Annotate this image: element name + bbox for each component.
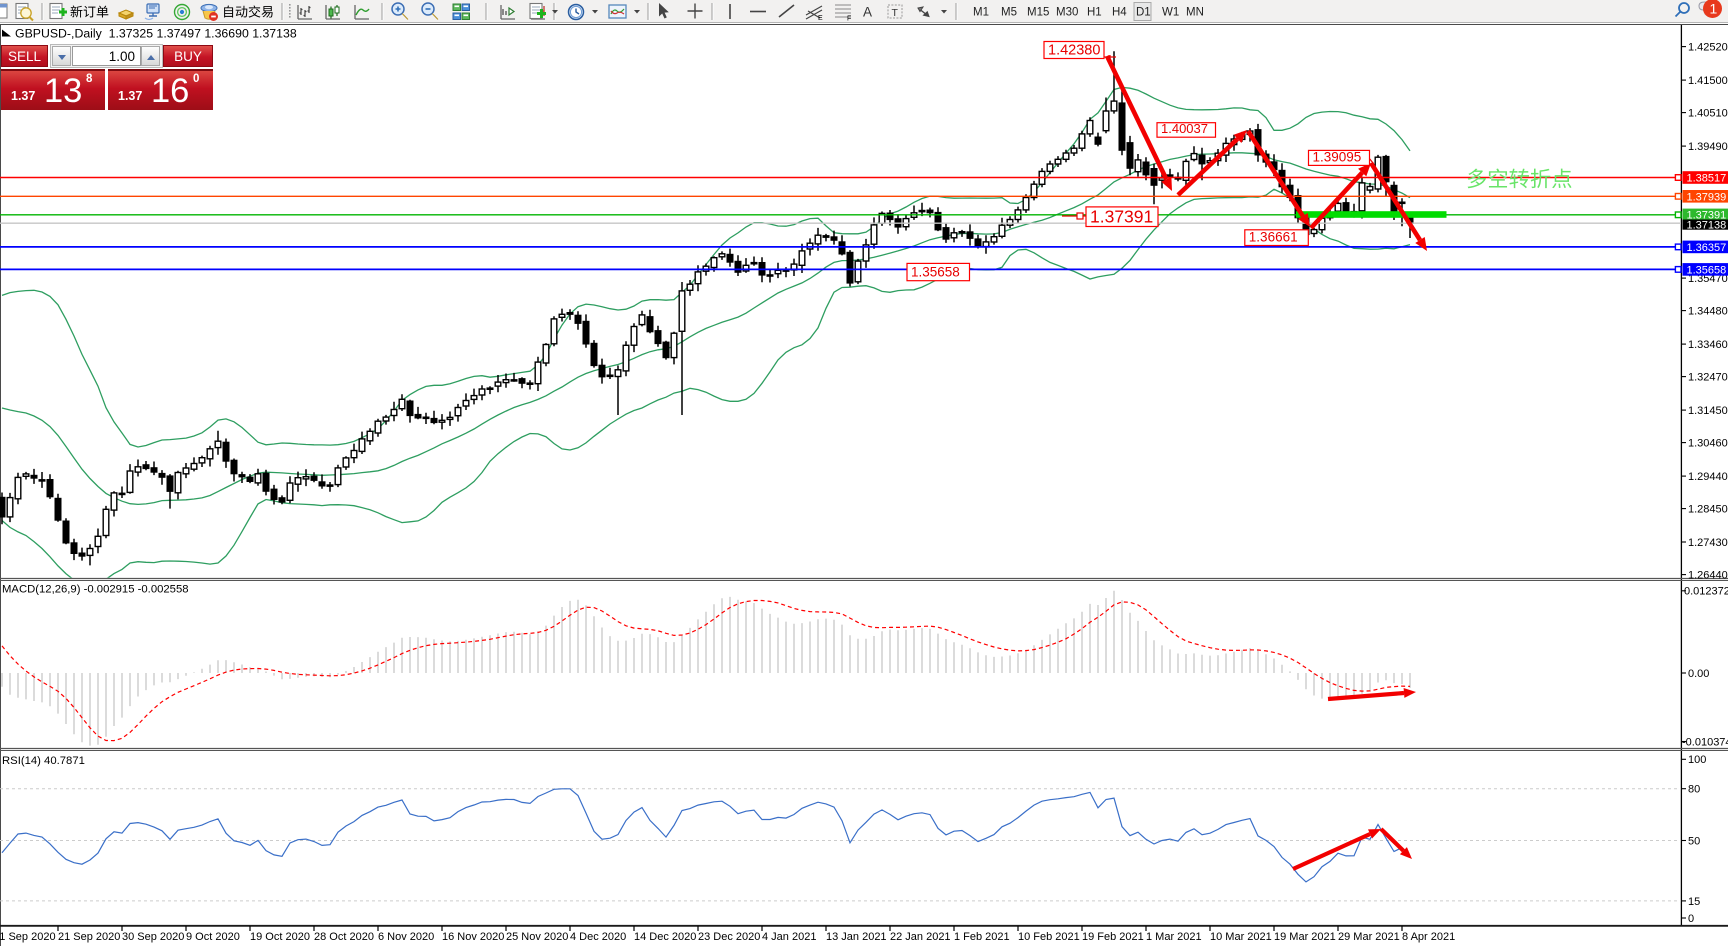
svg-text:16 Nov 2020: 16 Nov 2020 xyxy=(442,931,504,943)
svg-text:0: 0 xyxy=(1688,913,1694,925)
svg-text:6 Nov 2020: 6 Nov 2020 xyxy=(378,931,434,943)
svg-text:1 Mar 2021: 1 Mar 2021 xyxy=(1146,931,1202,943)
svg-text:1.28450: 1.28450 xyxy=(1688,504,1728,516)
svg-text:28 Oct 2020: 28 Oct 2020 xyxy=(314,931,374,943)
svg-text:1.29440: 1.29440 xyxy=(1688,471,1728,483)
svg-text:4 Jan 2021: 4 Jan 2021 xyxy=(762,931,816,943)
svg-text:23 Dec 2020: 23 Dec 2020 xyxy=(698,931,760,943)
svg-text:1.42520: 1.42520 xyxy=(1688,42,1728,54)
svg-text:W1: W1 xyxy=(1162,7,1179,19)
svg-text:25 Nov 2020: 25 Nov 2020 xyxy=(506,931,568,943)
svg-text:1.37939: 1.37939 xyxy=(1687,191,1727,203)
svg-text:19 Oct 2020: 19 Oct 2020 xyxy=(250,931,310,943)
svg-text:100: 100 xyxy=(1688,754,1706,766)
svg-text:1.39490: 1.39490 xyxy=(1688,141,1728,153)
svg-text:D1: D1 xyxy=(1136,7,1151,19)
svg-text:1.39095: 1.39095 xyxy=(1313,149,1362,164)
svg-text:1.38517: 1.38517 xyxy=(1687,173,1727,185)
svg-text:1.34480: 1.34480 xyxy=(1688,306,1728,318)
svg-text:M1: M1 xyxy=(973,7,989,19)
svg-text:MN: MN xyxy=(1186,7,1204,19)
svg-text:1.37391: 1.37391 xyxy=(1687,209,1727,221)
svg-text:M15: M15 xyxy=(1027,7,1049,19)
svg-text:80: 80 xyxy=(1688,784,1700,796)
svg-text:4 Dec 2020: 4 Dec 2020 xyxy=(570,931,626,943)
svg-text:GBPUSD-,Daily 1.37325 1.37497: GBPUSD-,Daily 1.37325 1.37497 1.36690 1.… xyxy=(15,27,297,41)
svg-text:14 Dec 2020: 14 Dec 2020 xyxy=(634,931,696,943)
svg-text:1.33460: 1.33460 xyxy=(1688,339,1728,351)
svg-text:15: 15 xyxy=(1688,896,1700,908)
svg-text:1.35470: 1.35470 xyxy=(1688,273,1728,285)
svg-text:22 Jan 2021: 22 Jan 2021 xyxy=(890,931,951,943)
svg-text:1.30460: 1.30460 xyxy=(1688,438,1728,450)
svg-text:-0.010374: -0.010374 xyxy=(1682,736,1728,748)
svg-text:1.37138: 1.37138 xyxy=(1687,220,1727,232)
svg-text:19 Mar 2021: 19 Mar 2021 xyxy=(1274,931,1336,943)
svg-text:1.26440: 1.26440 xyxy=(1688,570,1728,582)
svg-text:0.012372: 0.012372 xyxy=(1684,586,1728,598)
svg-text:T: T xyxy=(892,7,899,19)
svg-text:1.37391: 1.37391 xyxy=(1090,207,1153,227)
svg-text:11 Sep 2020: 11 Sep 2020 xyxy=(0,931,56,943)
svg-text:M30: M30 xyxy=(1056,7,1078,19)
svg-text:A: A xyxy=(863,5,872,20)
svg-text:1: 1 xyxy=(1710,1,1718,17)
svg-text:1.40037: 1.40037 xyxy=(1161,121,1208,136)
svg-text:RSI(14) 40.7871: RSI(14) 40.7871 xyxy=(2,755,85,767)
svg-text:MACD(12,26,9) -0.002915 -0.002: MACD(12,26,9) -0.002915 -0.002558 xyxy=(2,584,189,596)
svg-text:M5: M5 xyxy=(1001,7,1017,19)
svg-text:F: F xyxy=(847,16,851,23)
svg-text:29 Mar 2021: 29 Mar 2021 xyxy=(1338,931,1400,943)
svg-text:1.36357: 1.36357 xyxy=(1687,242,1727,254)
svg-text:1.42380: 1.42380 xyxy=(1048,43,1100,59)
svg-text:8 Apr 2021: 8 Apr 2021 xyxy=(1402,931,1455,943)
svg-text:1.32470: 1.32470 xyxy=(1688,372,1728,384)
svg-text:1.36661: 1.36661 xyxy=(1249,230,1298,245)
svg-text:1 Feb 2021: 1 Feb 2021 xyxy=(954,931,1010,943)
svg-text:1.31450: 1.31450 xyxy=(1688,405,1728,417)
svg-text:50: 50 xyxy=(1688,835,1700,847)
svg-text:1.40510: 1.40510 xyxy=(1688,108,1728,120)
svg-text:13 Jan 2021: 13 Jan 2021 xyxy=(826,931,887,943)
svg-text:H4: H4 xyxy=(1112,7,1127,19)
svg-text:1.41500: 1.41500 xyxy=(1688,75,1728,87)
svg-text:1.27430: 1.27430 xyxy=(1688,537,1728,549)
svg-text:10 Mar 2021: 10 Mar 2021 xyxy=(1210,931,1272,943)
svg-text:10 Feb 2021: 10 Feb 2021 xyxy=(1018,931,1080,943)
svg-text:19 Feb 2021: 19 Feb 2021 xyxy=(1082,931,1144,943)
svg-text:9 Oct 2020: 9 Oct 2020 xyxy=(186,931,240,943)
svg-text:H1: H1 xyxy=(1087,7,1102,19)
svg-text:1.35658: 1.35658 xyxy=(911,265,960,280)
svg-text:30 Sep 2020: 30 Sep 2020 xyxy=(122,931,184,943)
svg-text:1.35658: 1.35658 xyxy=(1687,264,1727,276)
svg-text:E: E xyxy=(818,15,823,22)
svg-text:21 Sep 2020: 21 Sep 2020 xyxy=(58,931,120,943)
svg-text:0.00: 0.00 xyxy=(1688,668,1709,680)
